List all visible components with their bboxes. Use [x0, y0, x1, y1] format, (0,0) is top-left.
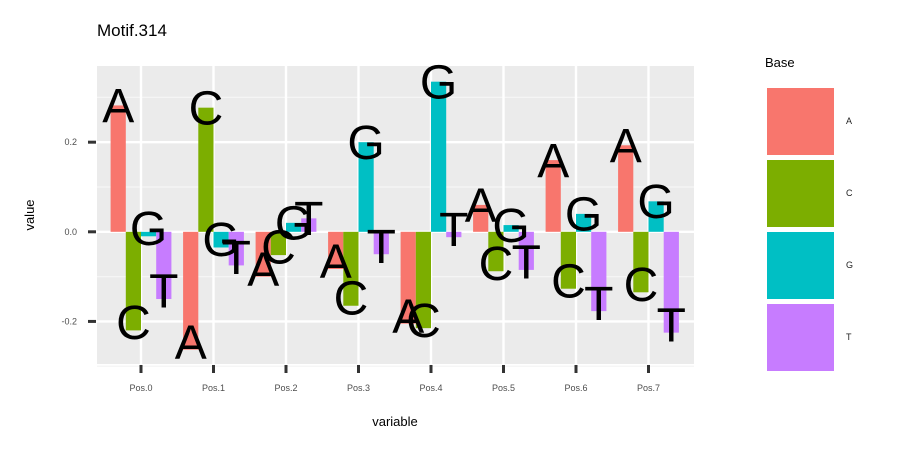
chart-title: Motif.314: [97, 21, 167, 40]
base-letter-G-Pos.4: G: [420, 56, 457, 109]
legend-label-T: T: [846, 332, 852, 342]
base-letter-G-Pos.6: G: [565, 189, 602, 242]
base-letter-C-Pos.5: C: [479, 238, 514, 291]
x-axis-label: variable: [372, 414, 418, 429]
bar-C-Pos.1: [198, 107, 214, 232]
x-tick-label: Pos.7: [637, 383, 660, 393]
x-tick-label: Pos.3: [347, 383, 370, 393]
base-letter-A-Pos.3: A: [320, 236, 352, 289]
base-letter-A-Pos.5: A: [465, 180, 497, 233]
bar-C-Pos.6: [560, 231, 576, 289]
bar-T-Pos.4: [446, 231, 462, 238]
base-letter-A-Pos.6: A: [537, 135, 569, 188]
base-letter-A-Pos.4: A: [392, 290, 424, 343]
legend-key-C: [767, 160, 834, 227]
bar-A-Pos.3: [328, 231, 344, 269]
axes-layer: -0.2 0.0 0.2 Pos.0 Pos.1 Pos.2 Pos.3 Pos.4 Pos.5…: [61, 137, 660, 393]
base-letter-T-Pos.5: T: [512, 237, 541, 290]
bar-A-Pos.6: [545, 160, 561, 232]
legend-item-A: A: [767, 88, 900, 156]
base-letter-G-Pos.0: G: [130, 203, 167, 256]
legend-label-C: C: [846, 188, 853, 198]
bar-T-Pos.0: [156, 231, 172, 300]
base-letter-C-Pos.1: C: [189, 82, 224, 135]
bar-T-Pos.5: [518, 231, 534, 270]
base-letter-T-Pos.0: T: [149, 266, 178, 319]
base-letter-C-Pos.3: C: [334, 272, 369, 325]
legend-key-G: [767, 232, 834, 299]
bar-A-Pos.7: [618, 145, 634, 232]
bar-A-Pos.4: [400, 231, 416, 324]
x-tick-label: Pos.2: [274, 383, 297, 393]
base-letter-G-Pos.1: G: [202, 214, 239, 267]
bar-G-Pos.0: [141, 231, 157, 237]
y-axis-label: value: [22, 199, 37, 230]
base-letter-T-Pos.2: T: [294, 193, 323, 246]
base-letter-C-Pos.2: C: [261, 222, 296, 275]
bar-C-Pos.4: [415, 231, 431, 329]
x-tick-label: Pos.4: [419, 383, 442, 393]
legend-key-T: [767, 304, 834, 371]
bar-T-Pos.3: [373, 231, 389, 255]
bar-T-Pos.7: [663, 231, 679, 333]
bar-A-Pos.1: [183, 231, 199, 350]
bar-G-Pos.7: [648, 201, 664, 232]
bar-A-Pos.5: [473, 204, 489, 232]
legend-item-C: C: [767, 160, 900, 228]
base-letter-T-Pos.3: T: [367, 221, 396, 274]
base-letter-A-Pos.0: A: [102, 80, 134, 133]
bar-C-Pos.7: [633, 231, 649, 293]
bar-G-Pos.6: [576, 213, 592, 232]
legend-label-A: A: [846, 116, 853, 126]
x-tick-label: Pos.0: [129, 383, 152, 393]
bars-layer: [110, 81, 679, 350]
y-tick-label: 0.0: [64, 227, 77, 237]
base-letter-G-Pos.3: G: [347, 117, 384, 170]
bar-A-Pos.2: [255, 231, 271, 277]
base-letter-T-Pos.1: T: [222, 232, 251, 285]
base-letter-G-Pos.2: G: [275, 198, 312, 251]
base-letter-C-Pos.6: C: [551, 255, 586, 308]
bar-G-Pos.4: [431, 81, 447, 232]
base-letter-A-Pos.7: A: [610, 120, 642, 173]
bar-T-Pos.1: [228, 231, 244, 266]
bar-C-Pos.2: [270, 231, 286, 256]
bar-G-Pos.3: [358, 142, 374, 232]
base-letter-G-Pos.7: G: [637, 176, 674, 229]
bar-C-Pos.0: [125, 231, 141, 331]
base-letter-C-Pos.4: C: [406, 295, 441, 348]
legend-item-T: T: [767, 304, 900, 372]
x-tick-label: Pos.5: [492, 383, 515, 393]
x-tick-label: Pos.1: [202, 383, 225, 393]
base-letter-A-Pos.2: A: [247, 243, 279, 296]
bar-C-Pos.5: [488, 231, 504, 272]
base-letter-C-Pos.7: C: [624, 259, 659, 312]
base-letter-T-Pos.6: T: [584, 278, 613, 331]
bar-G-Pos.5: [503, 225, 519, 232]
bar-A-Pos.0: [110, 105, 126, 232]
base-letter-T-Pos.7: T: [657, 299, 686, 352]
base-letter-C-Pos.0: C: [116, 297, 151, 350]
base-letter-A-Pos.1: A: [175, 316, 207, 369]
bar-C-Pos.3: [343, 231, 359, 306]
bar-T-Pos.2: [301, 218, 317, 232]
base-letter-T-Pos.4: T: [439, 204, 468, 257]
base-letter-G-Pos.5: G: [492, 200, 529, 253]
bar-T-Pos.6: [591, 231, 607, 312]
y-tick-label: 0.2: [64, 137, 77, 147]
y-tick-label: -0.2: [61, 316, 77, 326]
bar-G-Pos.2: [286, 222, 302, 232]
legend-key-A: [767, 88, 834, 155]
legend-item-G: G: [767, 232, 900, 300]
bar-G-Pos.1: [213, 231, 229, 248]
legend-title: Base: [765, 55, 795, 70]
x-tick-label: Pos.6: [564, 383, 587, 393]
legend-label-G: G: [846, 260, 854, 270]
